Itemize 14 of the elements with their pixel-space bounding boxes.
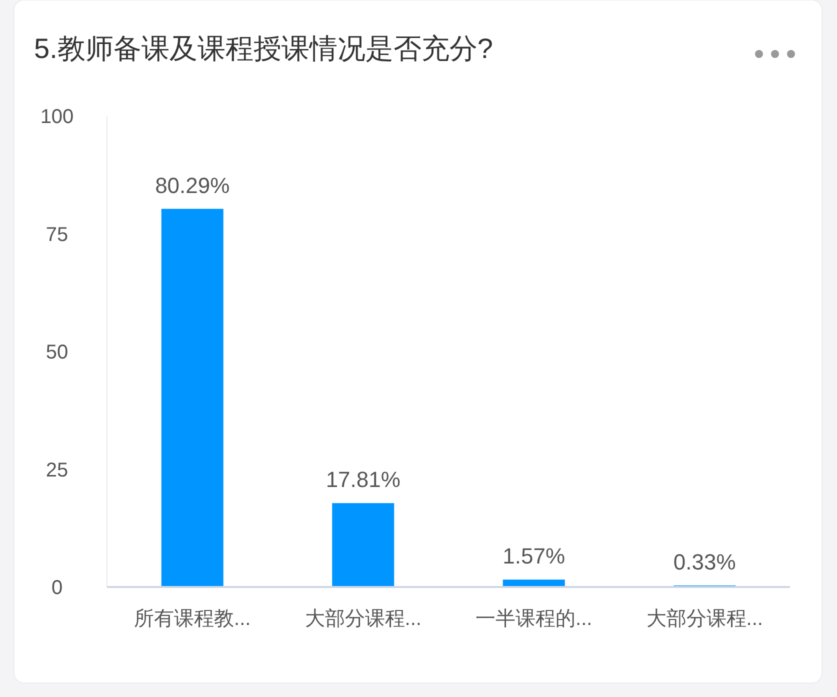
x-tick-label: 大部分课程... xyxy=(646,608,763,630)
y-tick-label: 75 xyxy=(46,224,68,246)
data-label: 17.81% xyxy=(326,467,400,492)
x-tick-label: 所有课程教... xyxy=(134,608,251,630)
chart-title: 5.教师备课及课程授课情况是否充分? xyxy=(34,33,493,64)
y-tick-label: 0 xyxy=(51,577,63,599)
data-label: 0.33% xyxy=(673,549,736,574)
y-tick-label: 100 xyxy=(40,106,74,128)
data-label: 80.29% xyxy=(155,172,230,198)
y-tick-label: 50 xyxy=(46,342,68,364)
data-label: 1.57% xyxy=(502,544,566,569)
x-tick-label: 大部分课程... xyxy=(304,608,422,630)
y-tick-label: 25 xyxy=(46,459,68,482)
x-tick-label: 一半课程的... xyxy=(476,608,592,630)
